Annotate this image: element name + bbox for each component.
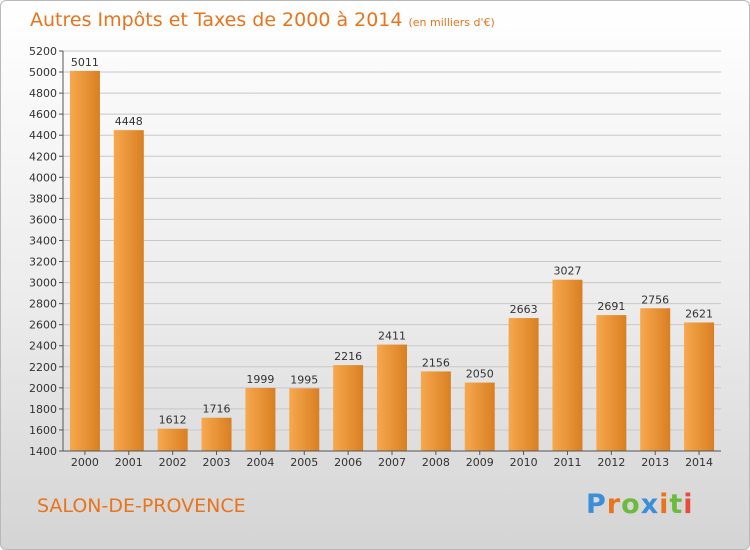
logo-letter: x xyxy=(640,489,660,520)
y-tick-label: 4000 xyxy=(29,171,57,184)
y-tick-label: 5000 xyxy=(29,66,57,79)
data-label: 1612 xyxy=(159,414,187,427)
x-tick-label: 2006 xyxy=(334,456,362,469)
x-tick-label: 2014 xyxy=(685,456,713,469)
data-label: 2621 xyxy=(685,307,713,320)
bar xyxy=(377,344,407,451)
data-label: 2411 xyxy=(378,330,406,343)
y-tick-label: 3600 xyxy=(29,213,57,226)
bar xyxy=(596,315,627,451)
data-label: 5011 xyxy=(71,56,99,69)
y-tick-label: 2600 xyxy=(29,319,57,332)
data-label: 2216 xyxy=(334,350,362,363)
y-tick-label: 2400 xyxy=(29,340,57,353)
y-axis-ticks: 1400 1600 1800 2000 2200 2400 2600 2800 3000 3200… xyxy=(29,45,63,458)
bar xyxy=(552,279,583,451)
x-axis-ticks: 2000 2001 2002 2003 2004 2005 2006 2007 2008 2009… xyxy=(71,451,713,469)
bar xyxy=(113,130,144,451)
logo-letter: i xyxy=(659,489,670,520)
chart-title: Autres Impôts et Taxes de 2000 à 2014 (en… xyxy=(30,9,495,31)
x-tick-label: 2005 xyxy=(290,456,318,469)
logo-letter: i xyxy=(683,489,694,520)
data-label: 1995 xyxy=(290,373,318,386)
bar xyxy=(684,322,715,451)
y-tick-label: 2200 xyxy=(29,361,57,374)
data-label: 2050 xyxy=(466,368,494,381)
x-tick-label: 2012 xyxy=(597,456,625,469)
data-label: 1999 xyxy=(246,373,274,386)
y-tick-label: 1600 xyxy=(29,424,57,437)
x-tick-label: 2000 xyxy=(71,456,99,469)
x-tick-label: 2002 xyxy=(159,456,187,469)
y-tick-label: 3200 xyxy=(29,256,57,269)
data-label: 2691 xyxy=(597,300,625,313)
bar xyxy=(640,308,671,451)
chart-title-unit: (en milliers d'€) xyxy=(408,16,495,29)
data-label: 2663 xyxy=(510,303,538,316)
data-label: 2756 xyxy=(641,293,669,306)
proxiti-logo: Proxiti xyxy=(586,489,694,520)
x-tick-label: 2004 xyxy=(246,456,274,469)
bars xyxy=(69,70,715,451)
y-tick-label: 4600 xyxy=(29,108,57,121)
x-tick-label: 2011 xyxy=(553,456,581,469)
bar xyxy=(245,387,276,451)
bar xyxy=(69,70,100,451)
y-tick-label: 1400 xyxy=(29,445,57,458)
bar xyxy=(508,318,539,451)
data-label: 1716 xyxy=(203,403,231,416)
y-tick-label: 2800 xyxy=(29,298,57,311)
x-tick-label: 2003 xyxy=(203,456,231,469)
logo-letter: P xyxy=(586,489,607,520)
bar xyxy=(289,388,320,451)
y-tick-label: 4800 xyxy=(29,87,57,100)
data-labels: 5011 4448 1612 1716 1999 1995 2216 2411 2156 2050… xyxy=(71,56,713,427)
y-tick-label: 5200 xyxy=(29,45,57,58)
bar xyxy=(420,371,451,451)
logo-letter: o xyxy=(621,489,641,520)
city-name: SALON-DE-PROVENCE xyxy=(37,495,246,517)
chart-title-text: Autres Impôts et Taxes de 2000 à 2014 xyxy=(30,9,403,31)
bar xyxy=(157,428,188,451)
logo-letter: r xyxy=(606,489,622,520)
x-tick-label: 2001 xyxy=(115,456,143,469)
y-tick-label: 3000 xyxy=(29,277,57,290)
x-tick-label: 2013 xyxy=(641,456,669,469)
x-tick-label: 2007 xyxy=(378,456,406,469)
y-tick-label: 4200 xyxy=(29,150,57,163)
data-label: 4448 xyxy=(115,115,143,128)
data-label: 3027 xyxy=(553,265,581,278)
y-tick-label: 3800 xyxy=(29,192,57,205)
y-tick-label: 1800 xyxy=(29,403,57,416)
y-tick-label: 4400 xyxy=(29,129,57,142)
x-tick-label: 2008 xyxy=(422,456,450,469)
bar xyxy=(201,417,232,451)
y-tick-label: 2000 xyxy=(29,382,57,395)
logo-letter: t xyxy=(669,489,684,520)
bar xyxy=(333,365,364,451)
data-label: 2156 xyxy=(422,356,450,369)
x-tick-label: 2009 xyxy=(466,456,494,469)
bar xyxy=(464,382,495,451)
y-tick-label: 3400 xyxy=(29,234,57,247)
x-tick-label: 2010 xyxy=(510,456,538,469)
